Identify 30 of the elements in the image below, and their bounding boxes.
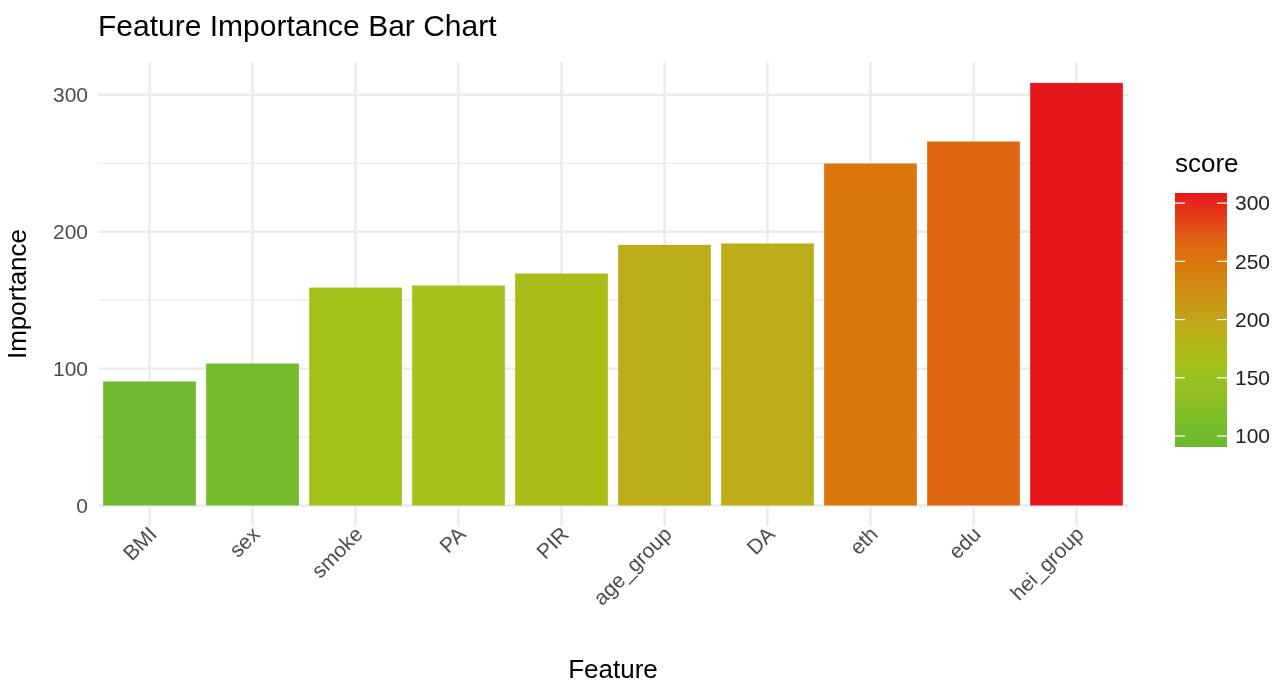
color-bar-label: 100 (1235, 424, 1271, 448)
x-tick-label: edu (943, 522, 985, 564)
bar (103, 381, 196, 506)
x-tick-label: DA (741, 522, 779, 559)
color-bar-title: score (1175, 148, 1239, 178)
bar (206, 363, 299, 506)
bar (309, 287, 402, 506)
x-axis-title: Feature (568, 654, 658, 684)
x-tick-label: PIR (531, 522, 573, 564)
bar (1030, 82, 1123, 506)
x-tick-label: PA (434, 522, 470, 558)
y-tick-label: 200 (52, 219, 88, 243)
bar (824, 163, 917, 506)
x-tick-label: BMI (118, 522, 161, 565)
color-bar-label: 150 (1235, 366, 1271, 390)
x-tick-label: eth (844, 522, 882, 559)
chart-title: Feature Importance Bar Chart (98, 9, 498, 42)
y-tick-label: 100 (52, 356, 88, 380)
y-tick-label: 300 (52, 83, 88, 107)
color-bar-label: 250 (1235, 249, 1271, 273)
bar (515, 273, 608, 506)
bar (721, 243, 814, 506)
y-axis-title: Importance (2, 228, 32, 360)
color-bar-label: 200 (1235, 307, 1271, 331)
bar (412, 285, 505, 506)
x-tick-label: sex (224, 521, 265, 562)
bar (618, 244, 711, 506)
bar (927, 141, 1020, 506)
color-bar-label: 300 (1235, 191, 1271, 215)
y-tick-label: 0 (76, 493, 88, 517)
